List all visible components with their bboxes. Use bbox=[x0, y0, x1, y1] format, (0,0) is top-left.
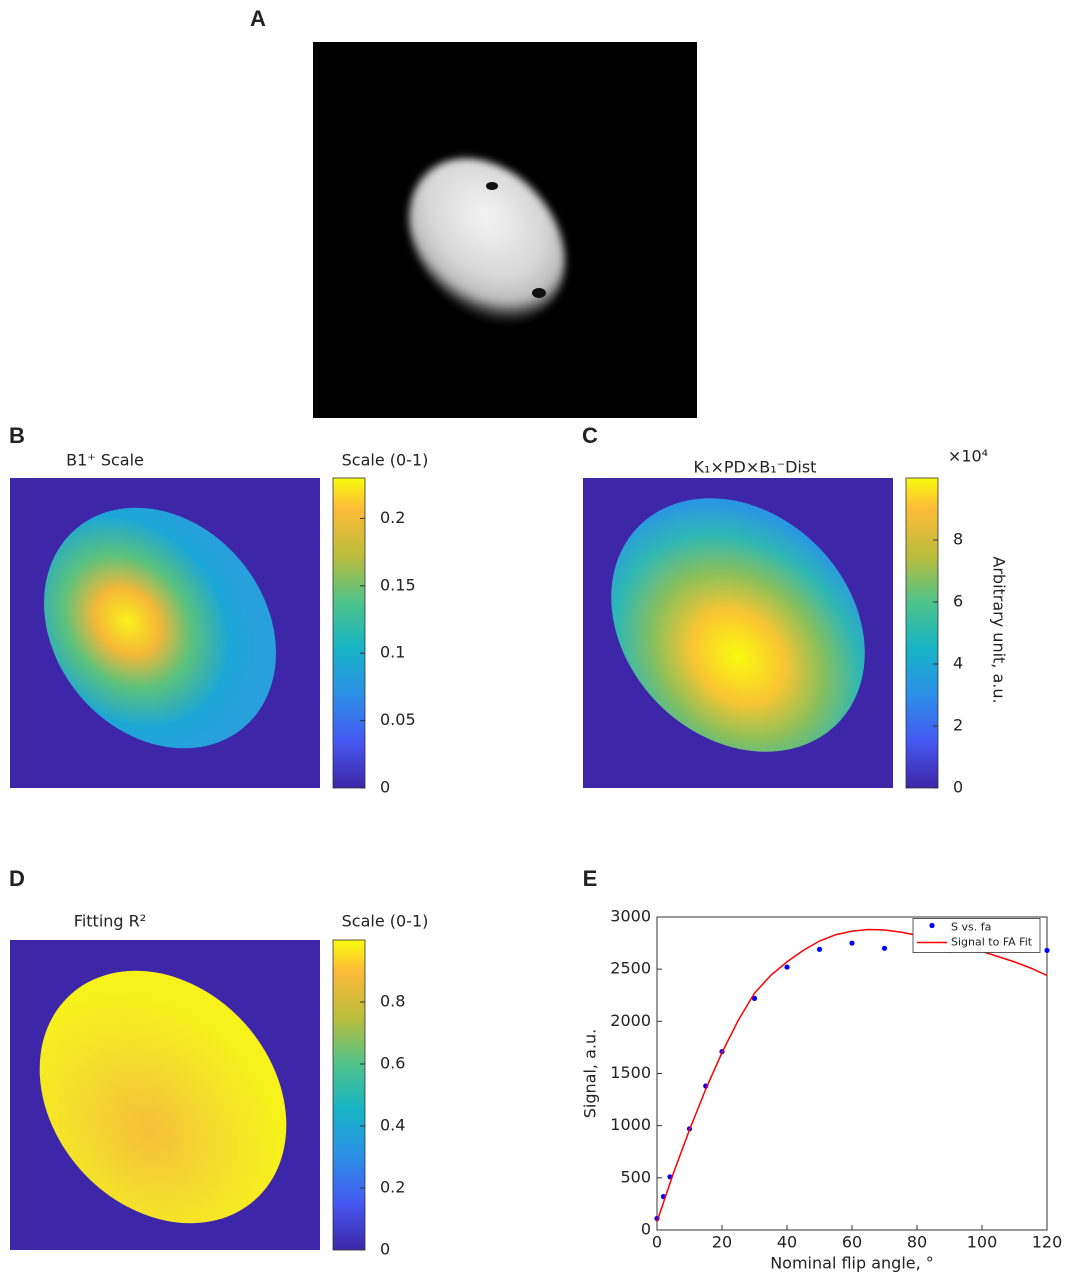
colorbar-tick-label: 6 bbox=[953, 592, 963, 611]
colorbar-tick-label: 2 bbox=[953, 716, 963, 735]
panel-label: B bbox=[9, 423, 25, 448]
y-tick-label: 3000 bbox=[610, 907, 651, 926]
data-point bbox=[849, 940, 855, 946]
panel-title: B1⁺ Scale bbox=[66, 451, 144, 470]
x-tick-label: 100 bbox=[967, 1233, 998, 1252]
colorbar bbox=[332, 939, 366, 1251]
x-tick-label: 40 bbox=[777, 1233, 797, 1252]
data-point bbox=[751, 995, 758, 1001]
y-tick-label: 1500 bbox=[610, 1063, 651, 1082]
x-tick-label: 60 bbox=[842, 1233, 862, 1252]
x-tick-label: 120 bbox=[1032, 1233, 1063, 1252]
heatmap-c bbox=[583, 478, 893, 788]
y-tick-label: 1000 bbox=[610, 1115, 651, 1134]
colorbar bbox=[905, 477, 939, 789]
colorbar-tick-label: 0.8 bbox=[380, 992, 405, 1011]
colorbar-tick-label: 4 bbox=[953, 654, 963, 673]
colorbar-tick-label: 0.15 bbox=[380, 575, 416, 594]
legend-swatch bbox=[929, 922, 935, 929]
x-tick-label: 0 bbox=[652, 1233, 662, 1252]
mri-image bbox=[313, 42, 697, 418]
panel-label: D bbox=[9, 866, 25, 891]
panel-label: C bbox=[582, 423, 598, 448]
colorbar-title: Scale (0-1) bbox=[342, 912, 429, 931]
panel-title: K₁×PD×B₁⁻Dist bbox=[694, 458, 817, 477]
y-tick-label: 500 bbox=[620, 1167, 651, 1186]
data-point bbox=[784, 964, 790, 970]
plot-area bbox=[656, 916, 1048, 1231]
y-tick-label: 2500 bbox=[610, 959, 651, 978]
heatmap-d bbox=[10, 940, 320, 1250]
colorbar-tick-label: 0.6 bbox=[380, 1054, 405, 1073]
colorbar-tick-label: 0.2 bbox=[380, 508, 405, 527]
colorbar-tick-label: 0 bbox=[953, 778, 963, 797]
legend-label: Signal to FA Fit bbox=[951, 936, 1033, 949]
panel-label: A bbox=[250, 6, 266, 31]
colorbar-label: Arbitrary unit, a.u. bbox=[990, 556, 1009, 703]
colorbar-tick-label: 0.1 bbox=[380, 643, 405, 662]
x-tick-label: 80 bbox=[907, 1233, 927, 1252]
panel-label: E bbox=[583, 866, 598, 891]
colorbar bbox=[332, 477, 366, 789]
y-axis-label: Signal, a.u. bbox=[581, 1029, 600, 1118]
colorbar-tick-label: 0 bbox=[380, 1240, 390, 1259]
colorbar-tick-label: 0.2 bbox=[380, 1178, 405, 1197]
data-point bbox=[816, 946, 823, 952]
x-tick-label: 20 bbox=[712, 1233, 732, 1252]
colorbar-title: Scale (0-1) bbox=[342, 451, 429, 470]
colorbar-tick-label: 0 bbox=[380, 778, 390, 797]
y-tick-label: 2000 bbox=[610, 1011, 651, 1030]
data-point bbox=[881, 945, 888, 951]
panel-title: Fitting R² bbox=[74, 912, 146, 931]
colorbar-tick-label: 8 bbox=[953, 530, 963, 549]
x-axis-label: Nominal flip angle, ° bbox=[770, 1254, 934, 1273]
colorbar-title: ×10⁴ bbox=[948, 447, 988, 466]
y-tick-label: 0 bbox=[641, 1220, 651, 1239]
heatmap-b bbox=[10, 478, 320, 788]
data-point bbox=[1044, 947, 1050, 953]
colorbar-tick-label: 0.05 bbox=[380, 710, 416, 729]
colorbar-tick-label: 0.4 bbox=[380, 1116, 405, 1135]
legend-label: S vs. fa bbox=[951, 921, 991, 934]
